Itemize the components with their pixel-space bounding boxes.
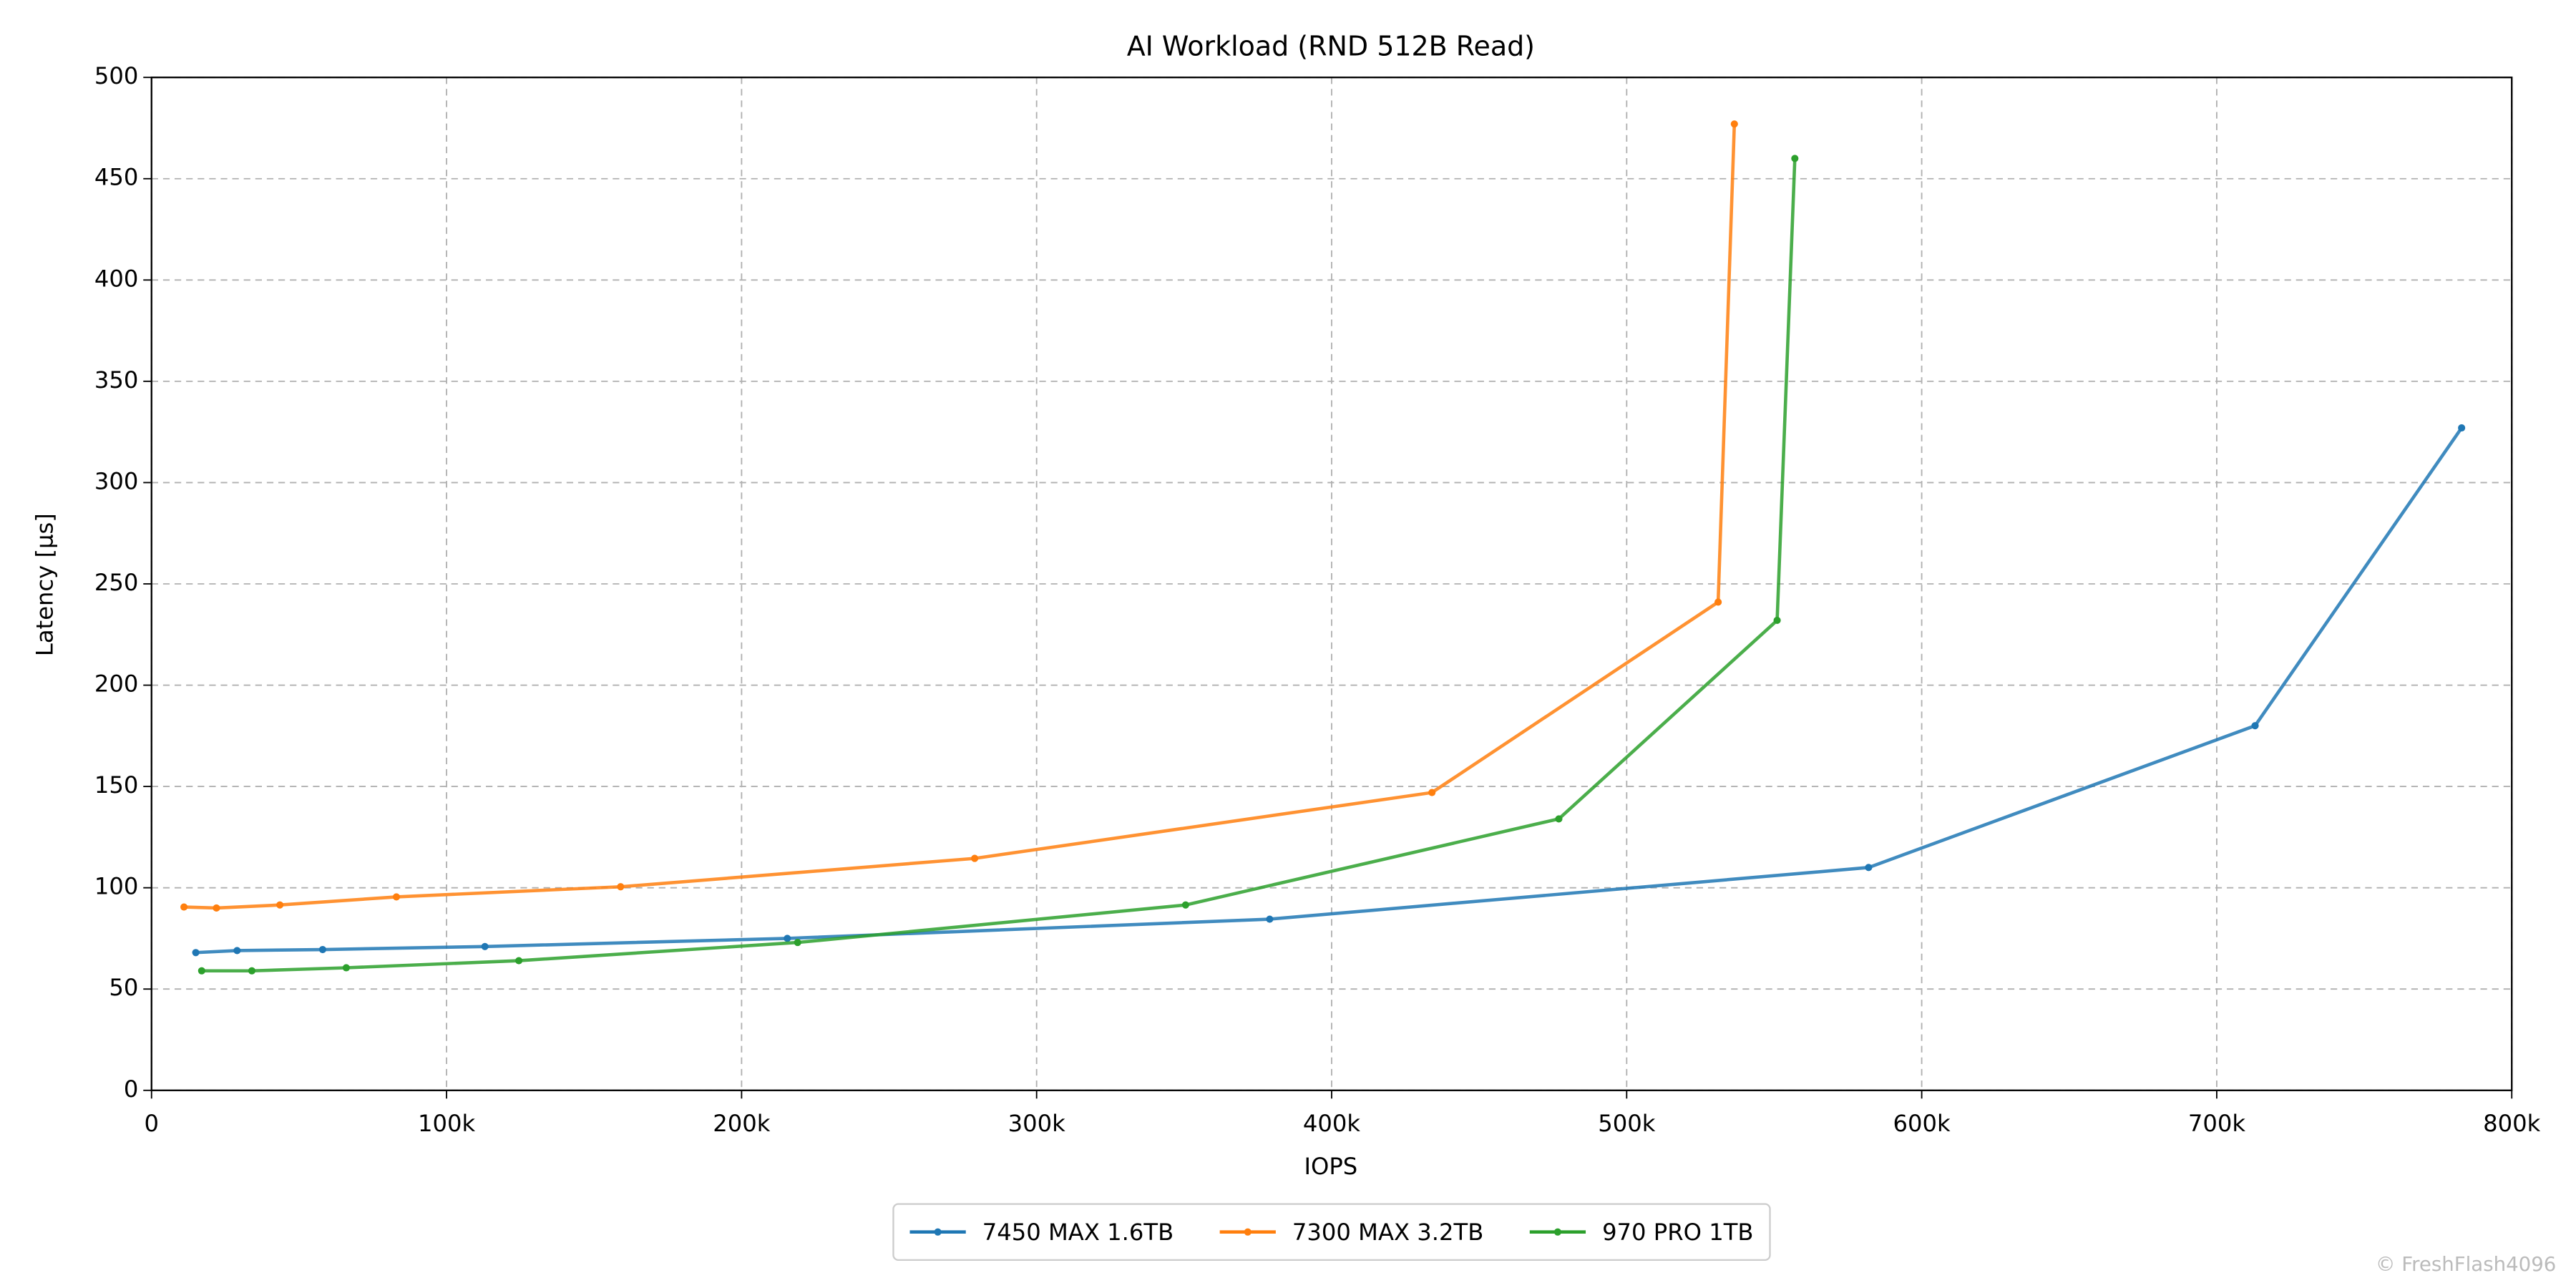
- legend-label: 7450 MAX 1.6TB: [982, 1219, 1174, 1246]
- y-tick-label: 400: [94, 265, 139, 292]
- y-tick-label: 250: [94, 569, 139, 596]
- watermark: © FreshFlash4096: [2376, 1252, 2557, 1276]
- data-point: [784, 935, 791, 942]
- legend-marker: [1244, 1228, 1252, 1236]
- y-tick-label: 150: [94, 771, 139, 799]
- data-point: [971, 854, 979, 862]
- y-tick-label: 50: [109, 974, 138, 1001]
- data-point: [1773, 616, 1781, 625]
- data-point: [276, 901, 284, 909]
- data-point: [1791, 155, 1799, 162]
- chart-title: AI Workload (RND 512B Read): [1127, 30, 1535, 62]
- x-tick-label: 700k: [2188, 1110, 2245, 1137]
- data-point: [481, 942, 489, 950]
- x-tick-label: 800k: [2483, 1110, 2540, 1137]
- x-axis-label: IOPS: [1304, 1153, 1357, 1180]
- legend-label: 970 PRO 1TB: [1602, 1219, 1753, 1246]
- data-point: [1730, 120, 1738, 128]
- data-point: [213, 904, 220, 912]
- y-tick-label: 450: [94, 164, 139, 191]
- data-point: [617, 883, 625, 891]
- data-point: [2251, 722, 2259, 730]
- data-point: [342, 964, 350, 972]
- y-tick-label: 300: [94, 467, 139, 494]
- y-tick-label: 200: [94, 670, 139, 698]
- data-point: [1555, 815, 1563, 823]
- y-tick-label: 100: [94, 873, 139, 900]
- x-tick-label: 400k: [1303, 1110, 1360, 1137]
- y-axis-label: Latency [µs]: [31, 513, 58, 656]
- y-tick-label: 500: [94, 62, 139, 89]
- legend: 7450 MAX 1.6TB 7300 MAX 3.2TB 970 PRO 1TB: [892, 1203, 1771, 1262]
- data-point: [233, 947, 241, 955]
- x-tick-label: 200k: [713, 1110, 770, 1137]
- data-point: [180, 903, 188, 911]
- data-point: [2458, 424, 2466, 432]
- data-point: [248, 967, 256, 975]
- y-tick-label: 0: [124, 1075, 139, 1103]
- legend-marker: [934, 1228, 942, 1236]
- data-point: [192, 949, 200, 957]
- data-point: [197, 967, 205, 975]
- data-point: [515, 957, 523, 965]
- x-tick-label: 600k: [1893, 1110, 1951, 1137]
- legend-label: 7300 MAX 3.2TB: [1292, 1219, 1483, 1246]
- legend-marker: [1553, 1228, 1561, 1236]
- data-point: [1714, 598, 1722, 606]
- data-point: [392, 893, 401, 901]
- plot-frame: [150, 77, 2513, 1091]
- data-point: [1865, 864, 1873, 872]
- x-tick-label: 100k: [418, 1110, 475, 1137]
- data-point: [794, 939, 801, 947]
- x-tick-label: 0: [145, 1110, 160, 1137]
- x-tick-label: 300k: [1008, 1110, 1065, 1137]
- data-point: [1181, 901, 1189, 909]
- data-point: [318, 945, 326, 954]
- data-point: [1428, 789, 1436, 796]
- x-tick-label: 500k: [1598, 1110, 1655, 1137]
- legend-box: [892, 1203, 1771, 1262]
- data-point: [1266, 915, 1274, 923]
- y-tick-label: 350: [94, 366, 139, 394]
